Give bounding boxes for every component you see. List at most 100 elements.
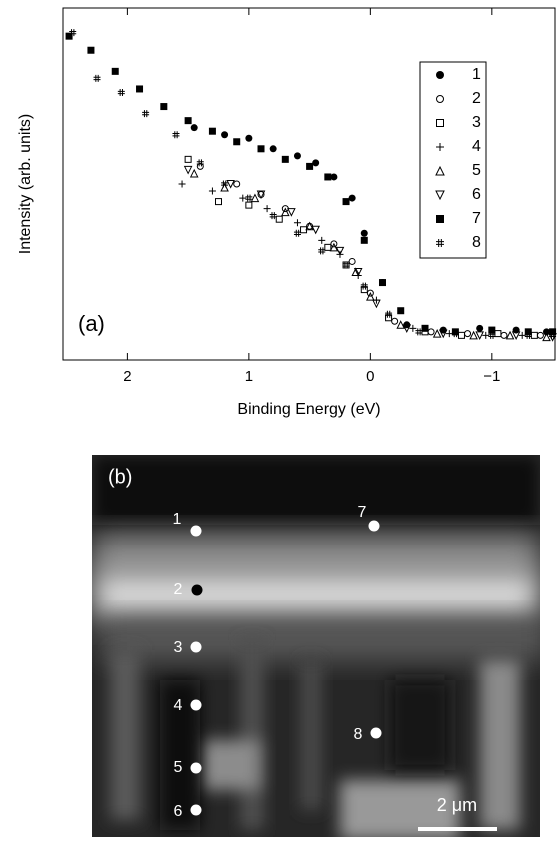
x-tick-label: 2 [123,368,131,385]
panel-b: (b) 2 μm 1 2 3 4 5 6 7 8 [92,455,540,837]
legend-marker [436,239,444,247]
point [111,67,119,75]
point-marker [370,727,382,739]
legend-label: 7 [472,210,481,227]
legend-marker [436,95,444,103]
point [324,243,332,251]
point [402,324,412,333]
point [488,326,496,334]
y-axis-label: Intensity (arb. units) [17,114,34,255]
point [421,324,429,332]
point [245,194,253,202]
point [184,117,192,125]
image-region [300,660,322,810]
point [391,317,399,325]
point [318,236,326,244]
point [239,194,247,202]
point-marker [368,520,380,532]
point [518,331,526,339]
panel-label: (a) [78,311,105,336]
point [366,289,374,297]
point [330,240,338,248]
point [335,246,345,256]
point [329,242,339,252]
legend-marker [435,190,445,201]
point [372,299,381,309]
point [476,324,484,332]
point-marker [190,641,202,653]
x-axis-label: Binding Energy (eV) [237,401,380,418]
point [233,180,241,188]
point [208,127,216,135]
point [263,205,271,213]
point [451,330,459,338]
point-marker [190,699,202,711]
point [482,331,490,339]
point [281,207,290,217]
point [488,331,496,339]
legend-marker [436,143,444,151]
point-label: 4 [174,697,183,714]
point [360,229,368,237]
point-label: 1 [173,511,182,528]
image-region [92,570,540,620]
point [293,152,301,160]
point [172,131,180,139]
point-marker [190,762,202,774]
point-marker [191,584,203,596]
point [220,182,229,192]
point [530,331,538,339]
panel-a: (a) Binding Energy (eV) Intensity (arb. … [17,7,557,418]
point [524,331,532,339]
point [494,330,502,338]
point [511,331,521,340]
legend-marker [435,165,445,176]
image-region [92,535,540,575]
point [500,331,508,339]
point [348,194,356,202]
point [342,261,350,269]
legend-label: 6 [472,186,481,203]
point [142,110,150,118]
point [457,331,465,339]
point [65,32,73,40]
point-label: 8 [354,726,363,743]
point [385,310,393,318]
image-region [100,620,540,660]
legend-label: 3 [472,114,481,131]
point [117,88,125,96]
point [221,180,229,188]
point [275,215,283,223]
point [256,190,266,200]
image-region [240,640,264,830]
point [69,29,77,37]
point [385,314,393,322]
point [160,103,168,111]
point-label: 3 [174,639,183,656]
point [469,330,478,340]
point-marker [190,804,202,816]
point [451,328,459,336]
point [378,279,386,287]
point [221,131,229,139]
point [245,201,253,209]
point [245,134,253,142]
point [184,155,192,163]
point [190,124,198,132]
point [233,138,241,146]
point [360,286,368,294]
point [342,261,350,269]
legend-label: 2 [472,90,481,107]
point [542,328,550,336]
point [464,330,472,338]
x-tick-label: 0 [366,368,374,385]
point [351,267,361,276]
point-label: 2 [174,581,183,598]
point-label: 7 [358,504,367,521]
point [189,168,199,178]
point [360,282,368,290]
point [93,74,101,82]
point [287,208,296,217]
point [342,198,350,206]
